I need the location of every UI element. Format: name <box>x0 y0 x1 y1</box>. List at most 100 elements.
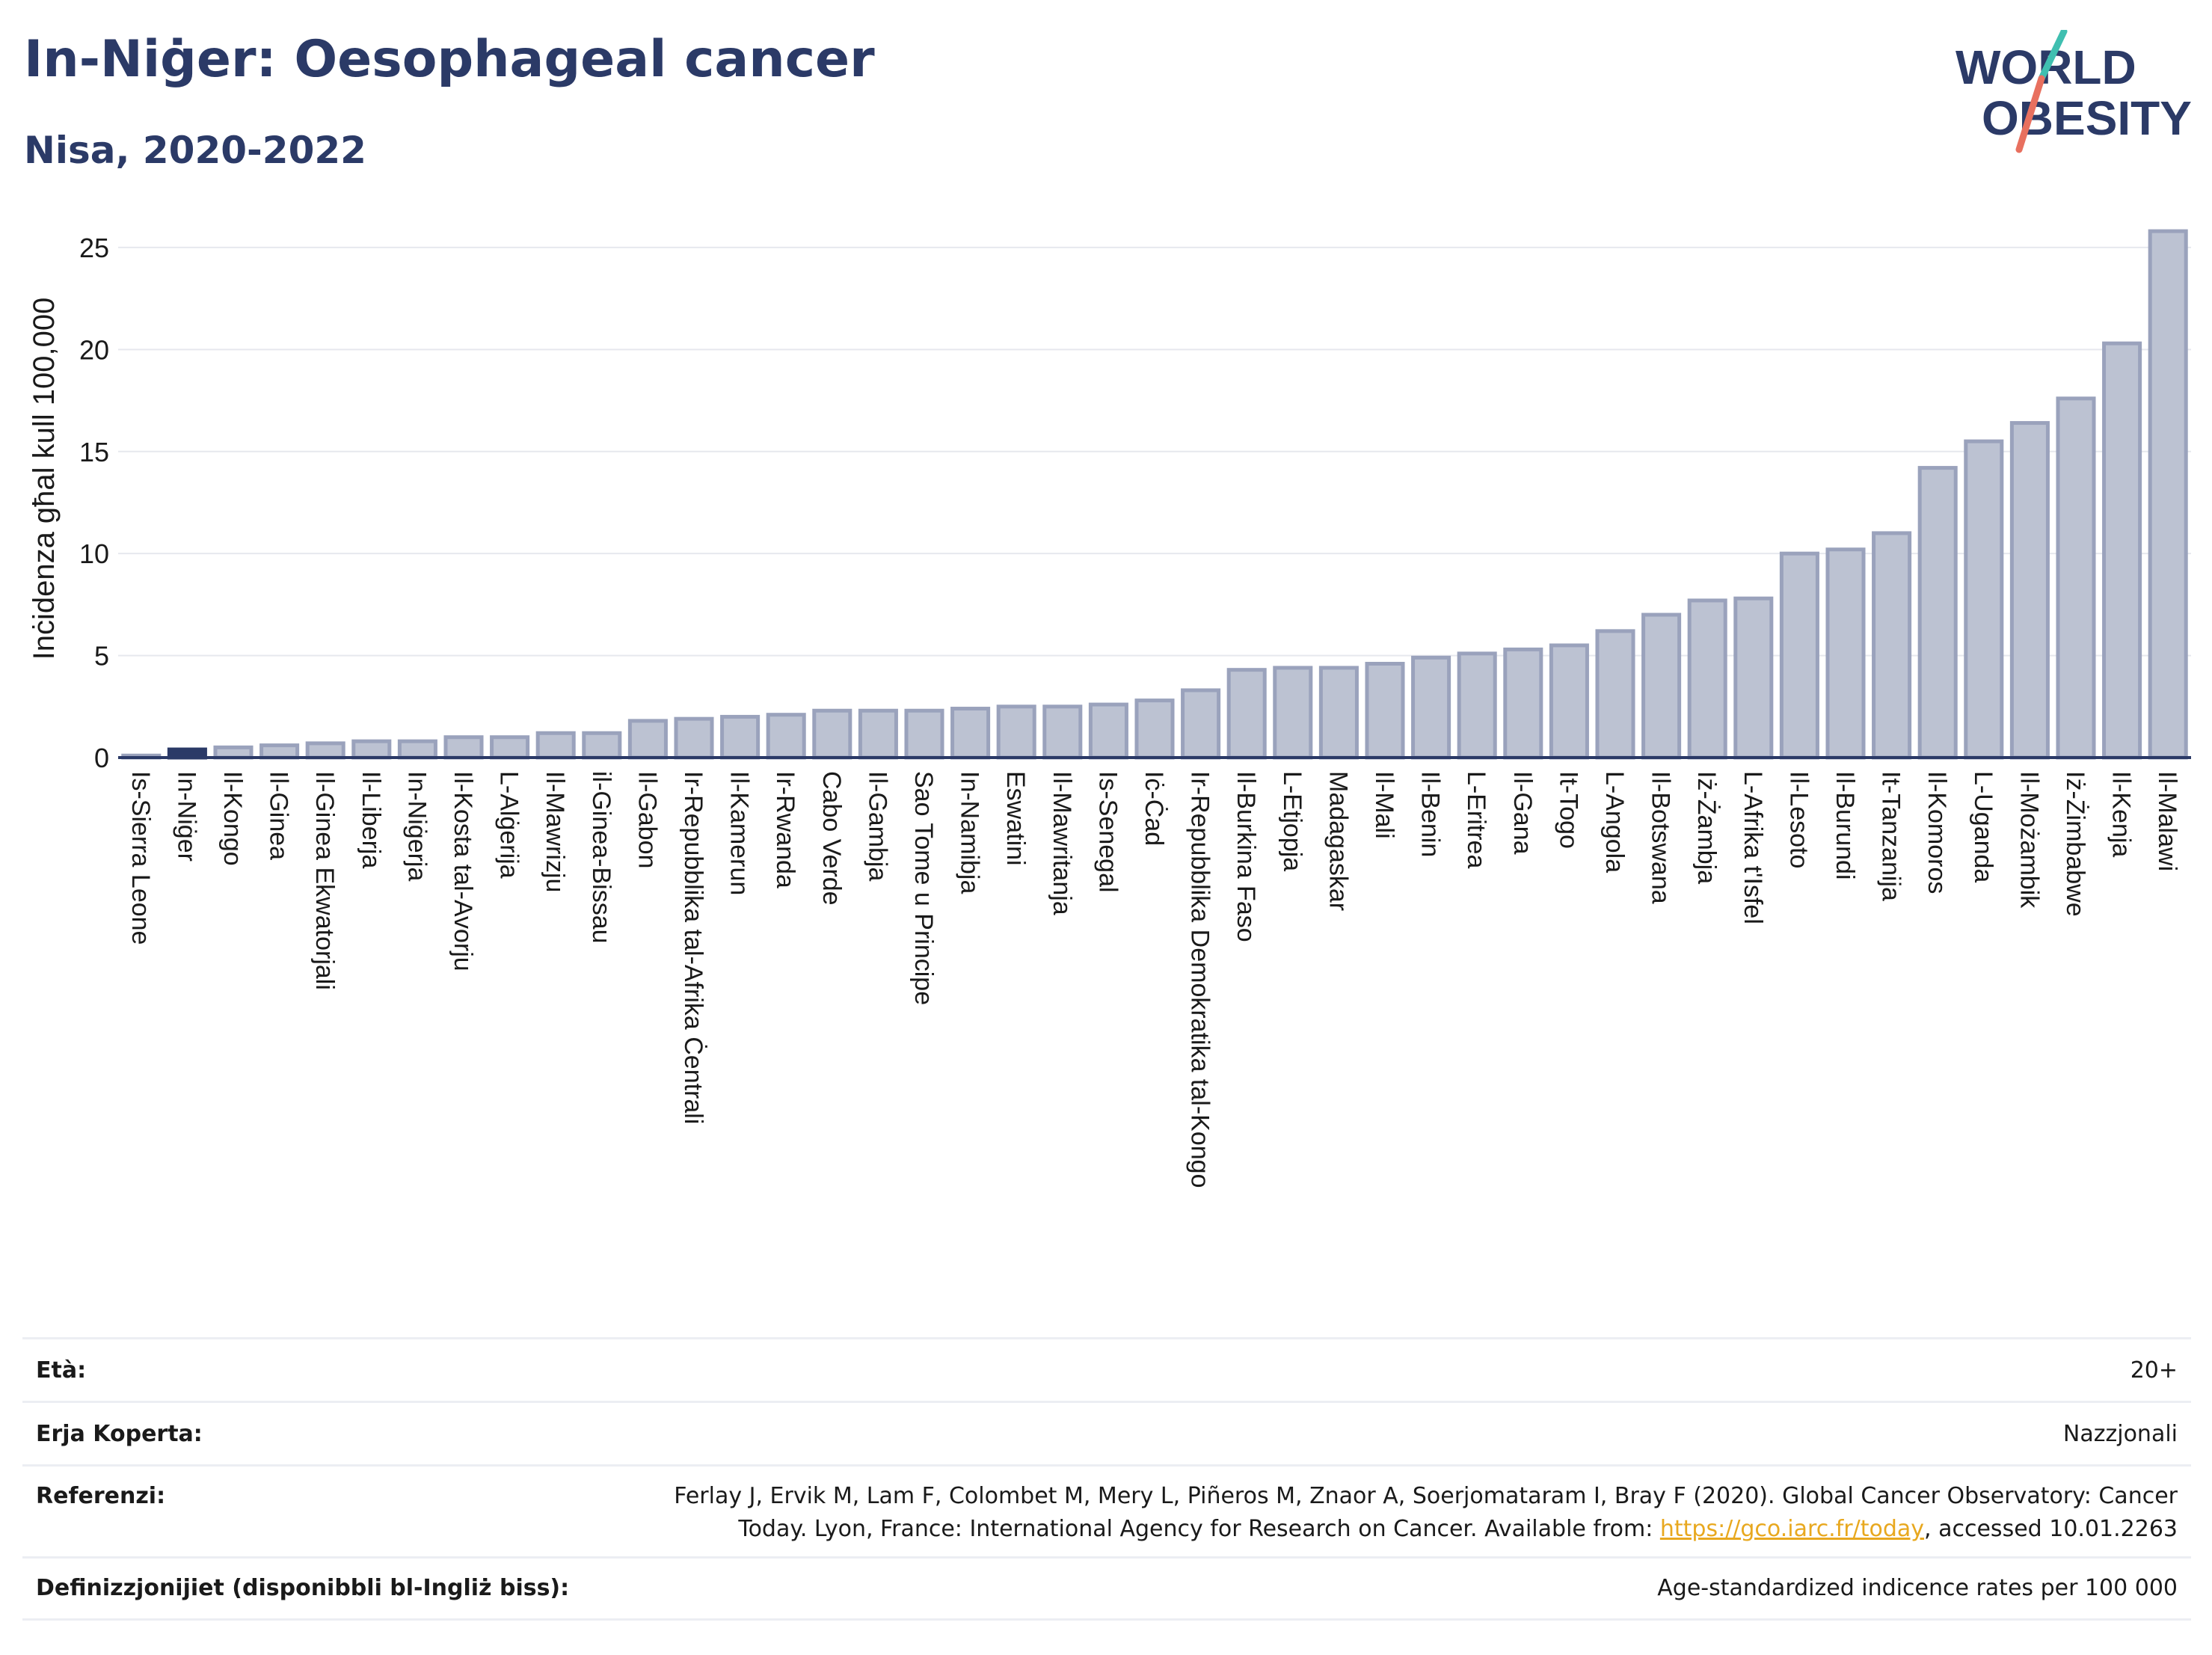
bar <box>397 739 437 760</box>
meta-value-definitions: Age-standardized indicence rates per 100… <box>1657 1575 2178 1601</box>
meta-value-age: 20+ <box>2130 1357 2178 1384</box>
reference-line-2: Today. Lyon, France: International Agenc… <box>674 1513 2178 1546</box>
y-tick-label: 15 <box>79 437 109 467</box>
x-tick-label: Il-Burkina Faso <box>1232 771 1260 942</box>
bar <box>1733 596 1774 760</box>
x-tick-label: Il-Botswana <box>1647 771 1675 904</box>
x-tick-label: L-Eritrea <box>1462 771 1490 868</box>
x-tick-label: Il-Burundi <box>1831 771 1859 880</box>
x-tick-label: In-Namibja <box>956 771 984 894</box>
x-tick-label: Il-Mali <box>1370 771 1398 839</box>
x-tick-label: Il-Mawritanja <box>1048 771 1076 915</box>
bar <box>582 731 622 760</box>
bar <box>812 708 852 760</box>
x-tick-label: Ir-Rwanda <box>771 771 799 888</box>
bar <box>904 708 944 760</box>
meta-label-area: Erja Koperta: <box>36 1421 203 1447</box>
x-tick-label: Il-Liberja <box>357 771 385 868</box>
y-axis-ticks: 0 5 10 15 20 25 <box>79 233 109 773</box>
bar <box>1088 702 1128 760</box>
bar <box>766 713 806 760</box>
x-tick-label: Il-Lesoto <box>1784 771 1813 868</box>
bar <box>490 735 530 760</box>
bar <box>1226 668 1267 760</box>
bar <box>2148 229 2188 760</box>
reference-line-2-prefix: Today. Lyon, France: International Agenc… <box>738 1516 1660 1542</box>
x-tick-label: Madagaskar <box>1324 771 1352 911</box>
bar <box>1457 651 1497 760</box>
x-tick-label: Iż-Żambja <box>1692 771 1721 884</box>
y-axis-label: Inċidenza għal kull 100,000 <box>28 298 61 660</box>
bar <box>627 719 668 760</box>
y-tick-label: 25 <box>79 233 109 263</box>
x-tick-label: Ir-Repubblika tal-Afrika Ċentrali <box>679 771 707 1124</box>
x-tick-label: Il-Kosta tal-Avorju <box>449 771 477 971</box>
bar <box>2056 396 2096 760</box>
meta-label-references: Referenzi: <box>36 1483 166 1509</box>
bar <box>1641 612 1682 760</box>
x-tick-label: Cabo Verde <box>817 771 846 906</box>
logo-slash-bottom <box>2015 75 2045 153</box>
meta-row-age: Età: 20+ <box>22 1339 2191 1403</box>
x-tick-label: Il-Komoros <box>1923 771 1951 894</box>
x-tick-label: Sao Tome u Principe <box>909 771 938 1005</box>
chart-title: In-Niġer: Oesophageal cancer <box>24 30 875 89</box>
x-tick-label: It-Togo <box>1554 771 1582 849</box>
bar <box>1273 666 1313 760</box>
bar <box>1042 704 1083 760</box>
x-tick-label: Il-Gana <box>1508 771 1537 855</box>
x-tick-label: L-Alġerija <box>495 771 523 879</box>
bar <box>259 743 300 760</box>
x-tick-label: Il-Kongo <box>218 771 247 866</box>
bar <box>1872 531 1912 760</box>
meta-row-references: Referenzi: Ferlay J, Ervik M, Lam F, Col… <box>22 1467 2191 1559</box>
x-tick-label: Il-Możambik <box>2015 771 2043 909</box>
reference-line-1: Ferlay J, Ervik M, Lam F, Colombet M, Me… <box>674 1483 2178 1509</box>
bar <box>535 731 576 760</box>
x-tick-label: L-Afrika t'Isfel <box>1739 771 1767 924</box>
bar <box>443 735 484 760</box>
x-tick-label: In-Niġerja <box>402 771 431 881</box>
bar <box>1917 466 1958 760</box>
bar <box>858 708 898 760</box>
reference-line-2-suffix: , accessed 10.01.2263 <box>1924 1516 2178 1542</box>
bar <box>2009 421 2050 760</box>
x-tick-label: il-Ginea-Bissau <box>587 771 615 944</box>
bar <box>305 741 345 760</box>
meta-value-area: Nazzjonali <box>2062 1421 2178 1447</box>
bar <box>1181 688 1221 760</box>
chart-subtitle: Nisa, 2020-2022 <box>24 129 366 172</box>
x-tick-label: Il-Gambja <box>863 771 891 881</box>
world-obesity-logo: WORLD OBESITY <box>1956 30 2192 153</box>
x-tick-label: L-Angola <box>1600 771 1629 873</box>
y-tick-label: 10 <box>79 538 109 569</box>
meta-row-area: Erja Koperta: Nazzjonali <box>22 1403 2191 1467</box>
bar <box>1687 598 1727 760</box>
bar <box>996 704 1036 760</box>
x-tick-label: Il-Kamerun <box>725 771 754 895</box>
logo-line2: OBESITY <box>1982 91 2192 145</box>
bar <box>1825 547 1866 760</box>
x-tick-label: Iċ-Ċad <box>1140 771 1168 846</box>
bar <box>1411 655 1451 760</box>
x-tick-label: It-Tanzanija <box>1877 771 1905 901</box>
reference-link[interactable]: https://gco.iarc.fr/today <box>1659 1516 1925 1542</box>
x-tick-label: Il-Gabon <box>633 771 661 868</box>
meta-row-definitions: Definizzjonijiet (disponibbli bl-Ingliż … <box>22 1559 2191 1621</box>
x-tick-label: L-Etjopja <box>1278 771 1306 871</box>
x-tick-label: Ir-Repubblika Demokratika tal-Kongo <box>1186 771 1214 1188</box>
bar-chart: 0 5 10 15 20 25 Is-Sierra Leone In-Niġer Il-Kon… <box>28 229 2191 1188</box>
y-tick-label: 0 <box>94 743 109 773</box>
metadata-table: Età: 20+ Erja Koperta: Nazzjonali Refere… <box>22 1337 2191 1624</box>
bar <box>213 745 254 760</box>
x-tick-label: In-Niġer <box>172 771 200 862</box>
x-tick-label: Iż-Żimbabwe <box>2061 771 2089 917</box>
x-tick-label: Il-Kenja <box>2107 771 2136 857</box>
x-tick-label: Eswatini <box>1001 771 1030 866</box>
x-tick-label: Is-Senegal <box>1093 771 1122 893</box>
x-tick-label: Il-Malawi <box>2153 771 2181 871</box>
bar <box>1779 551 1819 760</box>
bar <box>1595 629 1635 760</box>
bar <box>720 714 761 760</box>
bar <box>1365 661 1405 760</box>
